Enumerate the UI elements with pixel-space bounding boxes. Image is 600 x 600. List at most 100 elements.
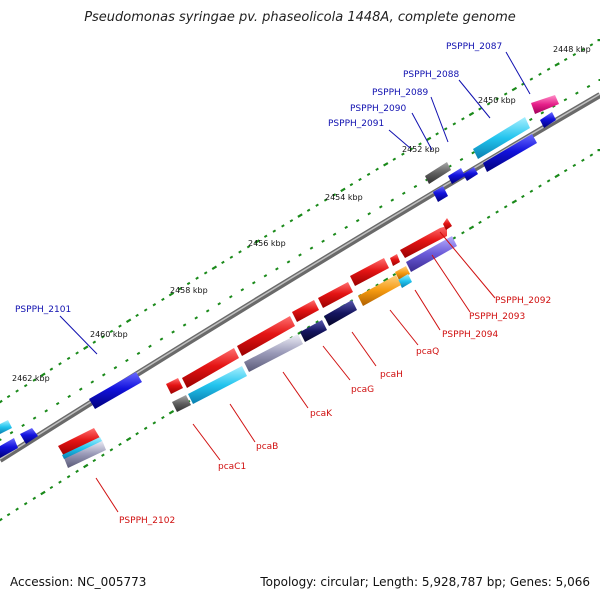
tick-mark xyxy=(0,517,3,523)
gene-arrow[interactable] xyxy=(398,274,412,288)
tick-mark xyxy=(495,210,499,214)
tick-mark xyxy=(554,62,560,67)
tick-mark xyxy=(135,432,139,436)
gene-arrow[interactable] xyxy=(64,440,106,468)
kbp-label: 2458 kbp xyxy=(170,286,208,295)
gene-arrow-pspph-2091[interactable] xyxy=(463,167,478,181)
gene-arrow-pcak[interactable] xyxy=(237,316,295,356)
tick-mark xyxy=(392,272,397,277)
reverse-genes xyxy=(58,236,457,468)
tick-mark xyxy=(118,324,122,328)
leader-line xyxy=(505,51,531,95)
tick-mark xyxy=(44,409,49,413)
tick-mark xyxy=(315,203,319,207)
gene-arrow-pspph-2092[interactable] xyxy=(400,226,447,258)
tick-mark xyxy=(182,323,187,327)
gene-arrow[interactable] xyxy=(390,254,400,266)
leader-line xyxy=(192,423,221,461)
gene-arrow[interactable] xyxy=(483,134,537,172)
tick-mark xyxy=(418,142,422,146)
leader-line xyxy=(322,345,351,381)
gene-arrow[interactable] xyxy=(0,420,12,434)
tick-mark xyxy=(529,117,533,122)
gene-arrow[interactable] xyxy=(395,266,410,280)
gene-arrow[interactable] xyxy=(358,275,401,306)
tick-mark xyxy=(355,218,360,223)
gene-label-pspph-2091: PSPPH_2091 xyxy=(328,119,384,129)
gene-arrow-pspph-2089[interactable] xyxy=(425,162,451,184)
tick-mark xyxy=(246,245,251,249)
tick-mark xyxy=(546,179,551,183)
tick-mark xyxy=(58,480,62,484)
gene-arrow[interactable] xyxy=(188,366,247,404)
gene-arrow-pcah[interactable] xyxy=(318,282,353,308)
tick-mark xyxy=(136,351,141,356)
gene-arrow-pspph-2088[interactable] xyxy=(473,117,530,159)
gene-arrow[interactable] xyxy=(20,428,38,444)
gene-arrow[interactable] xyxy=(300,320,327,342)
gene-label-pcag: pcaG xyxy=(351,385,374,395)
gene-arrow[interactable] xyxy=(540,112,556,128)
gene-arrow[interactable] xyxy=(443,218,452,230)
tick-mark xyxy=(83,345,89,350)
gene-arrow-pspph-2087[interactable] xyxy=(531,95,559,114)
tick-mark xyxy=(272,229,277,233)
gene-arrow-pspph-2102[interactable] xyxy=(58,428,100,456)
tick-mark xyxy=(503,92,508,96)
gene-arrow[interactable] xyxy=(324,300,357,326)
gene-arrow[interactable] xyxy=(244,334,303,372)
tick-mark xyxy=(538,184,542,188)
gene-label-pspph-2087: PSPPH_2087 xyxy=(446,42,502,52)
tick-mark xyxy=(125,358,129,363)
gene-arrow[interactable] xyxy=(172,395,191,412)
tick-mark xyxy=(251,281,256,285)
tick-mark xyxy=(66,356,71,361)
tick-mark xyxy=(49,367,54,371)
tick-mark xyxy=(367,212,372,216)
leader-line xyxy=(389,309,419,346)
gene-arrow[interactable] xyxy=(406,236,457,272)
tick-mark xyxy=(589,153,594,157)
gene-arrow-pspph-2101[interactable] xyxy=(89,372,142,409)
gene-label-pspph-2089: PSPPH_2089 xyxy=(372,88,428,98)
forward-genes xyxy=(0,95,559,458)
tick-mark xyxy=(309,246,314,250)
gene-label-pcac1: pcaC1 xyxy=(218,462,246,472)
gene-arrow-pcaq[interactable] xyxy=(350,258,389,286)
gene-arrow-pcag[interactable] xyxy=(292,300,319,322)
tick-mark xyxy=(40,490,46,496)
tick-mark xyxy=(67,394,72,399)
tick-mark xyxy=(597,39,600,42)
gene-arrow[interactable] xyxy=(62,437,102,459)
tick-mark xyxy=(281,224,285,228)
leader-line xyxy=(430,96,449,143)
tick-mark xyxy=(383,162,389,167)
tick-mark xyxy=(6,394,11,399)
tick-mark xyxy=(21,423,25,428)
gene-label-pcah: pcaH xyxy=(380,370,403,380)
tick-mark xyxy=(23,502,28,506)
tick-mark xyxy=(289,219,294,223)
gene-arrow-pcac1[interactable] xyxy=(166,378,183,394)
tick-mark xyxy=(32,378,37,382)
tick-mark xyxy=(58,362,62,366)
gene-label-pcaq: pcaQ xyxy=(416,347,439,357)
tick-mark xyxy=(75,351,79,355)
gene-arrow-pcab[interactable] xyxy=(182,348,239,388)
tick-mark xyxy=(575,91,579,95)
tick-mark xyxy=(563,168,568,173)
tick-mark xyxy=(118,442,122,447)
gene-arrow[interactable] xyxy=(433,186,448,202)
tick-mark xyxy=(113,366,118,370)
tick-mark xyxy=(495,97,499,101)
gene-arrow-pspph-2090[interactable] xyxy=(448,168,465,184)
gene-arrow[interactable] xyxy=(0,438,18,458)
tick-mark xyxy=(55,401,60,406)
tick-mark xyxy=(383,277,389,283)
leader-line xyxy=(414,289,441,331)
tick-mark xyxy=(452,122,457,126)
leader-line xyxy=(388,129,411,149)
tick-mark xyxy=(254,239,260,244)
tick-mark xyxy=(9,431,14,435)
tick-mark xyxy=(263,234,268,238)
